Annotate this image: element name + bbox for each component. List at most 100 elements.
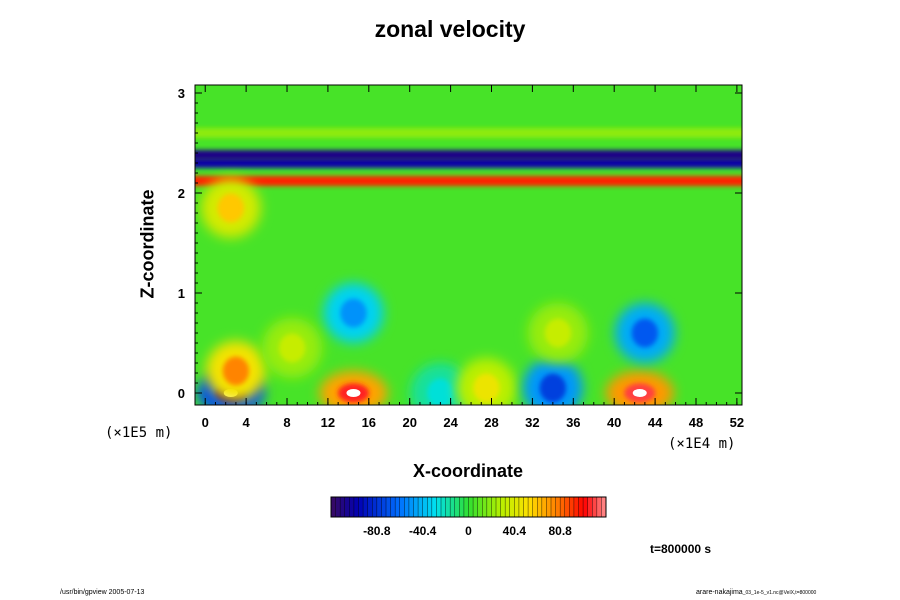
colorbar-segment: [564, 497, 570, 517]
velocity-feature-core: [346, 389, 361, 397]
colorbar-segment: [386, 497, 391, 517]
y-tick-label: 1: [178, 286, 185, 301]
colorbar-frame: [330, 496, 607, 518]
colorbar-segment: [518, 497, 524, 517]
colorbar-segment: [546, 497, 552, 517]
velocity-feature: [539, 373, 567, 403]
footer-right-small: _03_1e-5_v1.nc@VelX,t=800000: [742, 590, 817, 596]
x-tick-label: 28: [484, 415, 498, 430]
colorbar-segment: [509, 497, 515, 517]
colorbar-segment: [523, 497, 529, 517]
colorbar-segment: [505, 497, 511, 517]
velocity-band: [195, 158, 742, 168]
colorbar-tick-label: 0: [465, 524, 472, 538]
x-tick-label: 48: [689, 415, 703, 430]
x-tick-label: 20: [402, 415, 416, 430]
colorbar-segment: [344, 497, 350, 517]
x-scale-note: (×1E4 m): [668, 436, 736, 452]
colorbar-segment: [560, 497, 566, 517]
colorbar-segment: [500, 497, 506, 517]
y-tick-label: 3: [178, 86, 185, 101]
colorbar-segment: [592, 497, 598, 517]
colorbar-segment: [399, 497, 405, 517]
colorbar-segment: [551, 497, 556, 517]
colorbar-segment: [331, 497, 336, 517]
colorbar-segment: [335, 497, 341, 517]
colorbar-segment: [528, 497, 533, 517]
colorbar-segment: [601, 497, 607, 517]
colorbar-segment: [441, 497, 446, 517]
velocity-feature: [631, 318, 659, 348]
colorbar-segment: [418, 497, 423, 517]
velocity-feature: [427, 378, 454, 405]
colorbar-segment: [353, 497, 359, 517]
colorbar-segment: [395, 497, 401, 517]
colorbar-segment: [463, 497, 469, 517]
time-label: t=800000 s: [650, 542, 712, 556]
x-tick-label: 40: [607, 415, 621, 430]
footer-right: arare-nakajima_03_1e-5_v1.nc@VelX,t=8000…: [696, 589, 816, 596]
velocity-feature: [473, 373, 500, 403]
x-tick-label: 32: [525, 415, 539, 430]
colorbar-segment: [514, 497, 520, 517]
colorbar-segment: [537, 497, 543, 517]
colorbar-segment: [349, 497, 355, 517]
colorbar-segment: [376, 497, 382, 517]
x-tick-label: 4: [243, 415, 251, 430]
colorbar-segment: [358, 497, 364, 517]
colorbar-segment: [473, 497, 478, 517]
colorbar-segment: [390, 497, 396, 517]
x-axis-label: X-coordinate: [412, 461, 523, 481]
x-tick-label: 12: [321, 415, 335, 430]
colorbar-tick-label: -80.8: [363, 524, 391, 538]
velocity-feature: [217, 193, 244, 223]
y-tick-label: 2: [178, 186, 185, 201]
plot-frame: [194, 84, 743, 406]
colorbar-segment: [468, 497, 474, 517]
colorbar-segment: [404, 497, 410, 517]
x-tick-label: 0: [202, 415, 209, 430]
y-tick-label: 0: [178, 386, 185, 401]
colorbar-segment: [541, 497, 547, 517]
colorbar-segment: [340, 497, 346, 517]
chart-title: zonal velocity: [374, 16, 526, 42]
velocity-feature: [340, 298, 367, 328]
colorbar-segment: [573, 497, 579, 517]
colorbar-segment: [445, 497, 451, 517]
colorbar-tick-label: 40.4: [503, 524, 527, 538]
colorbar-segment: [486, 497, 492, 517]
velocity-band: [195, 176, 742, 186]
colorbar-segment: [408, 497, 414, 517]
colorbar-segment: [596, 497, 602, 517]
x-tick-label: 44: [648, 415, 663, 430]
colorbar-segment: [569, 497, 575, 517]
velocity-band: [195, 128, 742, 138]
colorbar-segment: [583, 497, 588, 517]
y-axis-label: Z-coordinate: [137, 189, 158, 299]
colorbar-segment: [459, 497, 465, 517]
colorbar-segment: [422, 497, 428, 517]
x-tick-label: 8: [283, 415, 290, 430]
colorbar-segment: [450, 497, 456, 517]
velocity-feature: [222, 356, 250, 386]
colorbar-segment: [372, 497, 378, 517]
velocity-feature: [544, 318, 572, 348]
colorbar-segment: [413, 497, 419, 517]
colorbar-segment: [363, 497, 368, 517]
colorbar-segment: [454, 497, 460, 517]
x-tick-label: 24: [443, 415, 458, 430]
colorbar-segment: [555, 497, 561, 517]
colorbar-segment: [587, 497, 593, 517]
x-tick-label: 16: [362, 415, 376, 430]
colorbar-segment: [367, 497, 373, 517]
colorbar-segment: [431, 497, 437, 517]
colorbar-tick-label: 80.8: [548, 524, 572, 538]
colorbar-segment: [496, 497, 501, 517]
colorbar-tick-label: -40.4: [409, 524, 437, 538]
colorbar-segment: [381, 497, 387, 517]
footer-left: /usr/bin/gpview 2005-07-13: [60, 589, 145, 596]
footer-right-main: arare-nakajima: [696, 589, 743, 596]
colorbar-segment: [491, 497, 497, 517]
y-scale-note: (×1E5 m): [105, 425, 173, 441]
